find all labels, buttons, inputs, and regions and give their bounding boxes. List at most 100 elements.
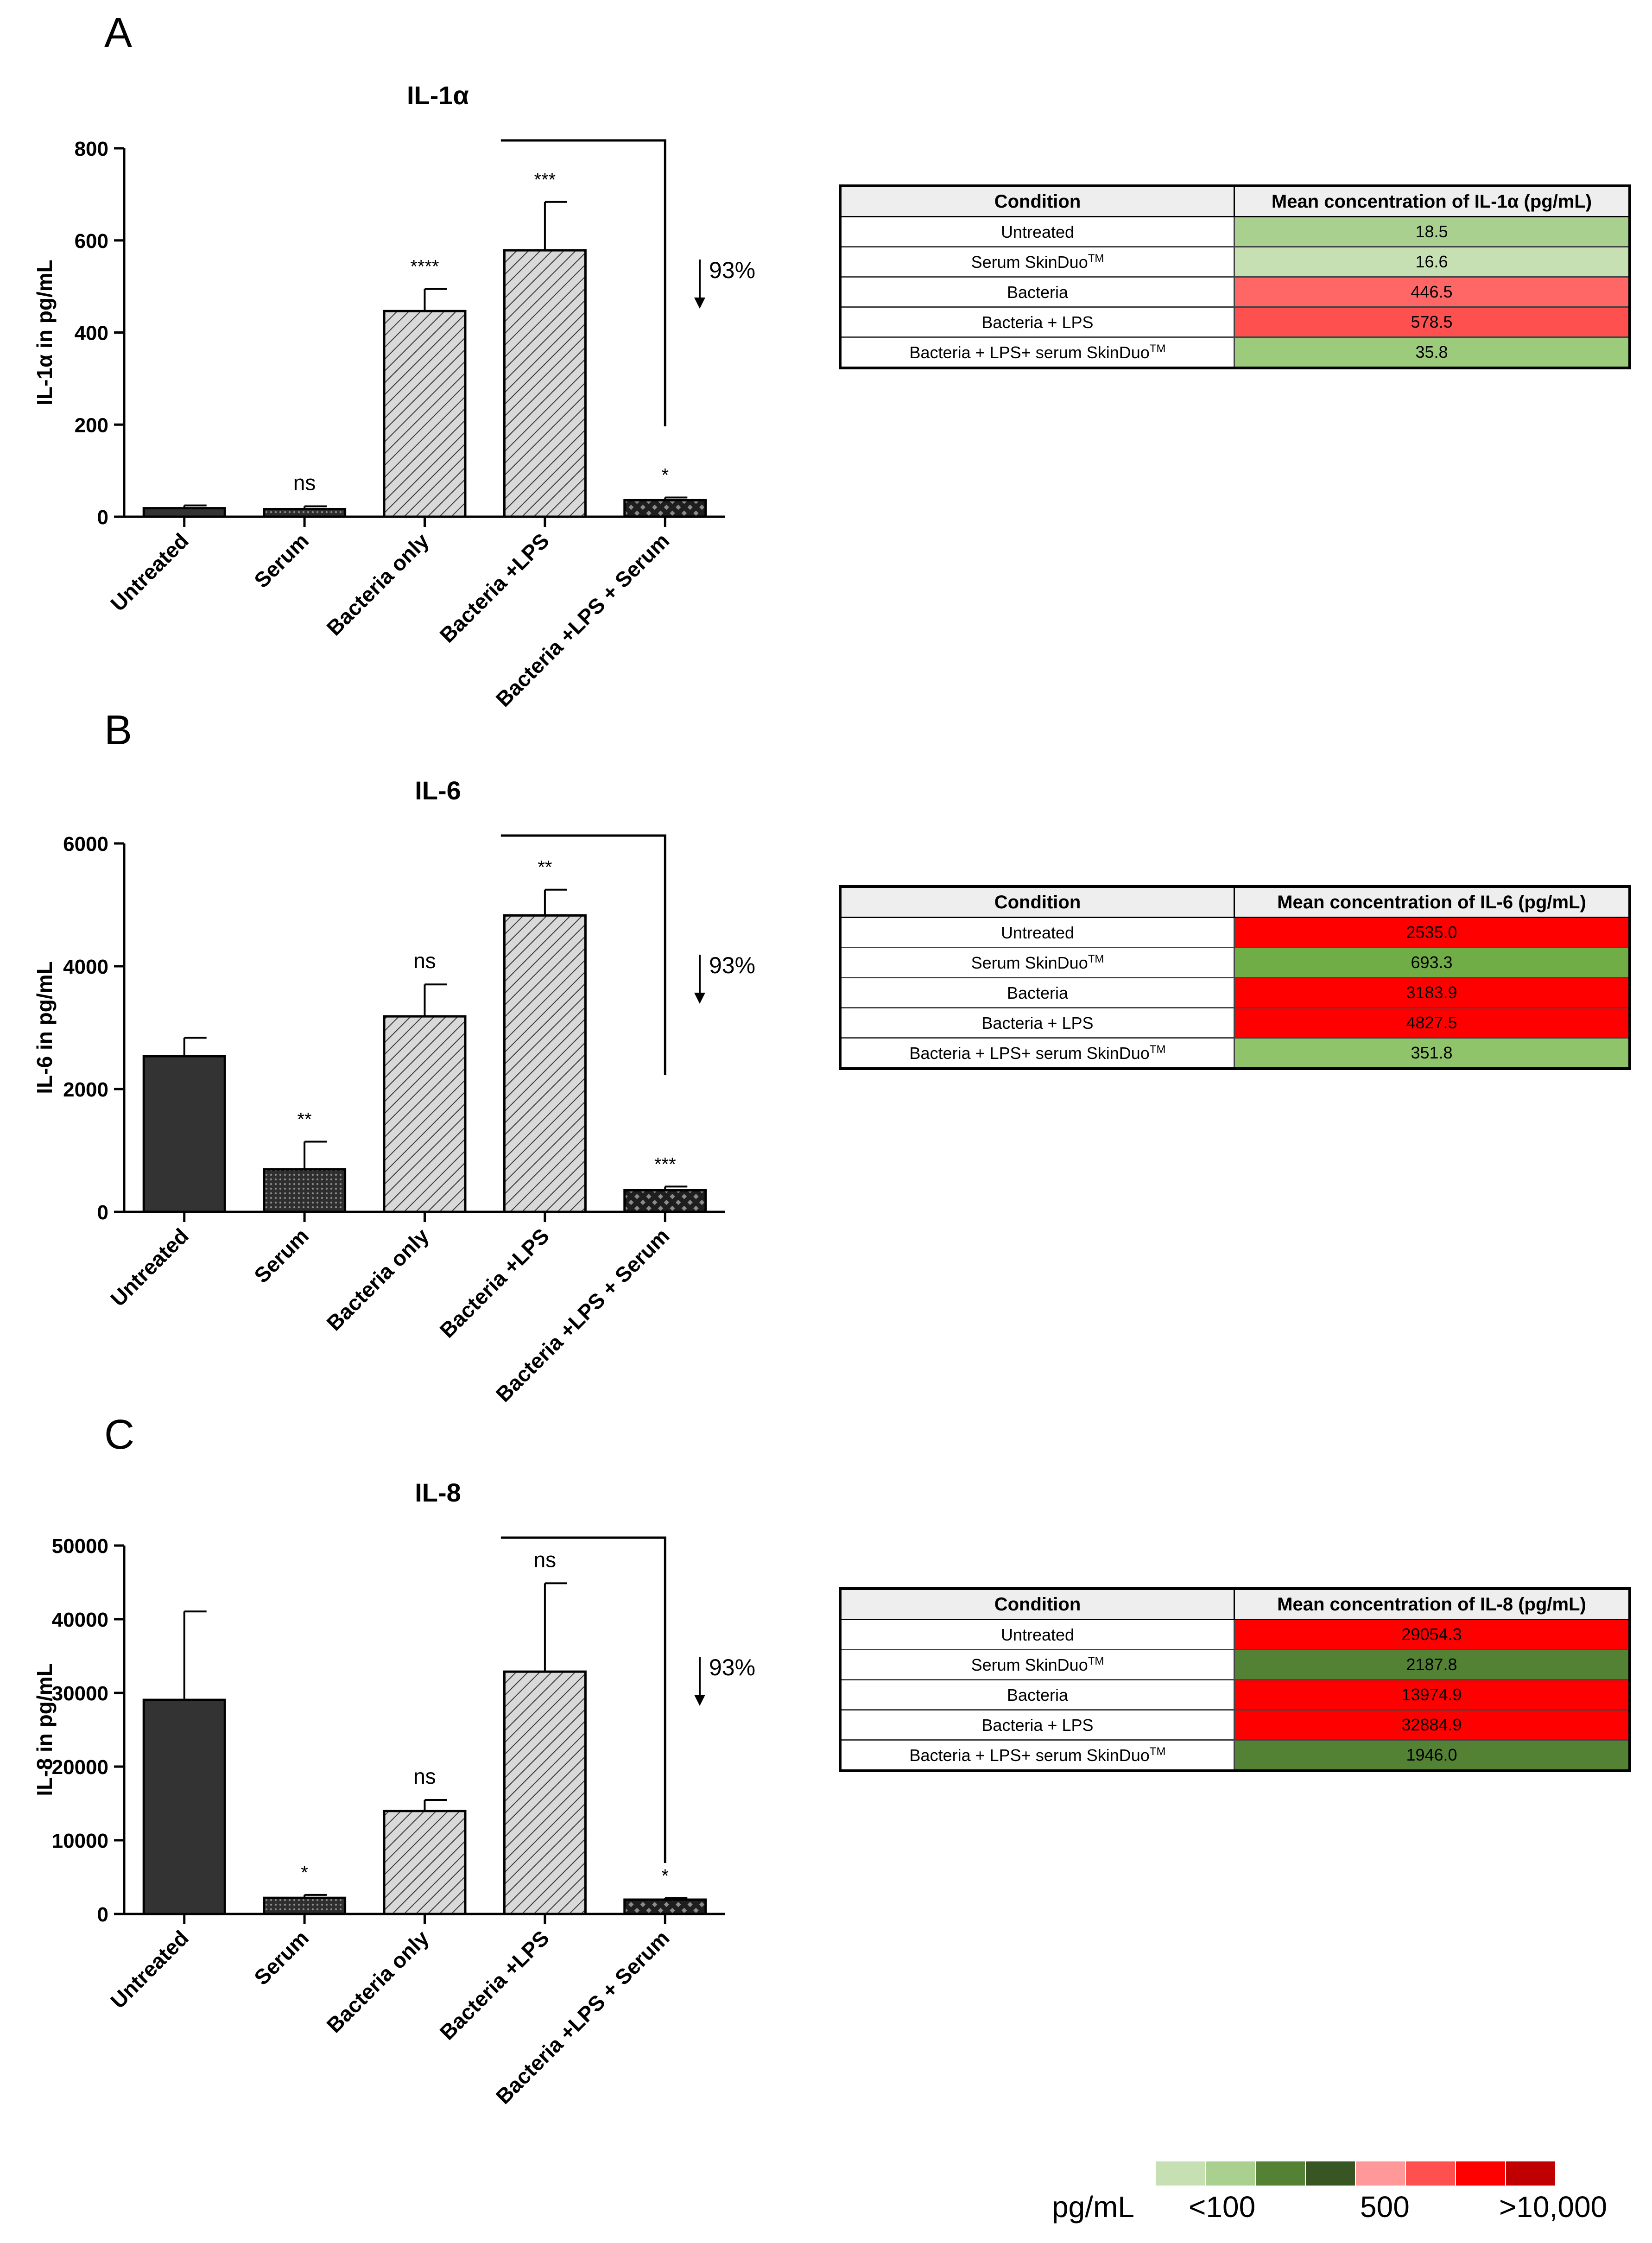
condition-cell: Bacteria + LPS+ serum SkinDuoTM: [839, 1739, 1235, 1772]
table-row: Bacteria + LPS+ serum SkinDuoTM 1946.0: [839, 1739, 1631, 1772]
panel-letter-c: C: [104, 1412, 134, 1458]
reduction-arrowhead: [694, 993, 705, 1004]
x-tick-label: Bacteria +LPS: [435, 1926, 554, 2044]
chart-title: IL-8: [415, 1478, 461, 1507]
value-cell: 35.8: [1234, 336, 1631, 369]
legend-mid-label: 500: [1360, 2190, 1410, 2224]
legend-swatch: [1206, 2161, 1256, 2186]
concentration-header: Mean concentration of IL-1α (pg/mL): [1234, 185, 1631, 217]
value-cell: 2187.8: [1234, 1649, 1631, 1680]
value-cell: 13974.9: [1234, 1679, 1631, 1711]
x-tick-label: Bacteria +LPS: [435, 528, 554, 647]
condition-cell: Bacteria + LPS: [839, 306, 1235, 338]
concentration-header: Mean concentration of IL-6 (pg/mL): [1234, 886, 1631, 918]
y-tick-label: 40000: [52, 1609, 108, 1631]
significance-label: *: [662, 465, 669, 485]
x-tick-label: Bacteria only: [322, 1223, 434, 1335]
condition-cell: Bacteria: [839, 1679, 1235, 1711]
condition-cell: Serum SkinDuoTM: [839, 246, 1235, 278]
significance-label: ns: [413, 1764, 436, 1788]
table-row: Bacteria + LPS 578.5: [839, 306, 1631, 338]
reduction-arrowhead: [694, 1695, 705, 1706]
bar: [142, 1698, 226, 1915]
table-header-row: Condition Mean concentration of IL-6 (pg…: [839, 886, 1631, 918]
bar: [263, 508, 347, 518]
condition-cell: Bacteria + LPS: [839, 1007, 1235, 1039]
y-axis-label: IL-1α in pg/mL: [32, 260, 57, 405]
table-row: Bacteria + LPS 4827.5: [839, 1007, 1631, 1039]
legend-swatch: [1456, 2161, 1506, 2186]
bar: [263, 1168, 347, 1213]
y-tick-label: 50000: [52, 1535, 108, 1558]
bar: [383, 310, 467, 518]
legend-swatch: [1356, 2161, 1406, 2186]
table-row: Bacteria + LPS+ serum SkinDuoTM 351.8: [839, 1037, 1631, 1070]
reduction-percent: 93%: [709, 952, 755, 978]
table-header-row: Condition Mean concentration of IL-8 (pg…: [839, 1588, 1631, 1620]
condition-cell: Untreated: [839, 1619, 1235, 1650]
y-tick-label: 2000: [63, 1078, 108, 1101]
il8-concentration-table: Condition Mean concentration of IL-8 (pg…: [839, 1587, 1631, 1772]
significance-label: **: [297, 1109, 312, 1130]
significance-label: ns: [293, 471, 316, 495]
x-tick-label: Untreated: [106, 1223, 193, 1311]
condition-cell: Serum SkinDuoTM: [839, 1649, 1235, 1680]
panel-letter-b: B: [104, 707, 133, 754]
condition-cell: Bacteria: [839, 276, 1235, 308]
x-tick-label: Bacteria only: [322, 528, 434, 640]
condition-cell: Untreated: [839, 917, 1235, 948]
comparison-bracket: [500, 834, 666, 1075]
condition-cell: Serum SkinDuoTM: [839, 947, 1235, 978]
il6-concentration-table: Condition Mean concentration of IL-6 (pg…: [839, 885, 1631, 1070]
condition-cell: Bacteria + LPS+ serum SkinDuoTM: [839, 336, 1235, 369]
bar: [623, 499, 707, 518]
value-cell: 29054.3: [1234, 1619, 1631, 1650]
significance-label: **: [538, 857, 552, 878]
x-tick-label: Bacteria +LPS: [435, 1223, 554, 1342]
condition-header: Condition: [839, 1588, 1235, 1620]
table-row: Serum SkinDuoTM 693.3: [839, 947, 1631, 978]
bar: [383, 1810, 467, 1915]
value-cell: 2535.0: [1234, 917, 1631, 948]
significance-label: ****: [410, 257, 439, 277]
legend-swatch: [1256, 2161, 1306, 2186]
significance-label: ns: [413, 949, 436, 973]
table-row: Untreated 2535.0: [839, 917, 1631, 948]
il1a-bar-chart: IL-1α IL-1α in pg/mL 0 200 400 600 800 Untreate…: [32, 81, 755, 711]
significance-label: ***: [654, 1154, 676, 1174]
condition-cell: Untreated: [839, 216, 1235, 247]
panel-letter-a: A: [104, 10, 133, 56]
value-cell: 351.8: [1234, 1037, 1631, 1070]
legend-swatch: [1406, 2161, 1456, 2186]
legend-swatch: [1306, 2161, 1356, 2186]
y-tick-label: 0: [97, 1201, 108, 1224]
y-tick-label: 0: [97, 1903, 108, 1926]
bar: [623, 1898, 707, 1915]
x-tick-label: Serum: [249, 528, 313, 592]
y-tick-label: 30000: [52, 1682, 108, 1705]
significance-label: ***: [534, 170, 556, 190]
table-row: Untreated 18.5: [839, 216, 1631, 247]
table-row: Bacteria 3183.9: [839, 977, 1631, 1008]
il8-bar-chart: IL-8 IL-8 in pg/mL 0 10000 20000 30000 40000 50…: [32, 1478, 755, 2109]
comparison-bracket: [500, 139, 666, 426]
legend-swatch: [1156, 2161, 1206, 2186]
x-tick-label: Untreated: [106, 1926, 193, 2013]
x-tick-label: Untreated: [106, 528, 193, 616]
bar: [503, 914, 587, 1213]
x-tick-label: Bacteria only: [322, 1926, 434, 2037]
y-tick-label: 600: [75, 230, 108, 253]
y-tick-label: 10000: [52, 1830, 108, 1852]
reduction-percent: 93%: [709, 1654, 755, 1680]
y-tick-label: 20000: [52, 1756, 108, 1779]
table-row: Serum SkinDuoTM 16.6: [839, 246, 1631, 278]
reduction-arrowhead: [694, 298, 705, 309]
concentration-header: Mean concentration of IL-8 (pg/mL): [1234, 1588, 1631, 1620]
value-cell: 4827.5: [1234, 1007, 1631, 1039]
legend-unit-label: pg/mL: [1052, 2190, 1134, 2224]
value-cell: 578.5: [1234, 306, 1631, 338]
bar: [142, 1055, 226, 1213]
significance-label: *: [662, 1866, 669, 1886]
legend-low-label: <100: [1189, 2190, 1256, 2224]
bar: [263, 1896, 347, 1915]
